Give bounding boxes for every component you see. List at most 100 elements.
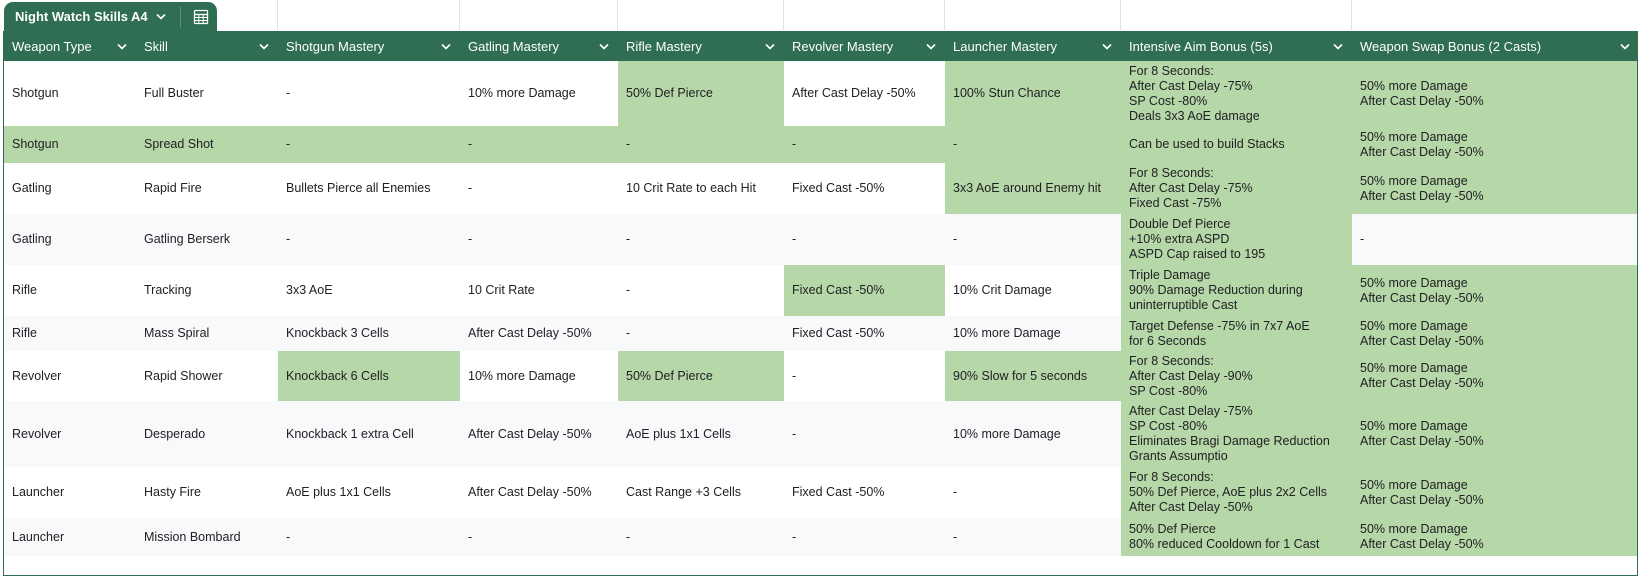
table-cell-revolver-mastery[interactable]: Fixed Cast -50% [784,265,945,316]
table-cell-skill[interactable]: Mass Spiral [136,316,278,351]
table-cell-skill[interactable]: Rapid Fire [136,163,278,214]
table-cell-weapon-swap-bonus-2-casts[interactable]: 50% more Damage After Cast Delay -50% [1352,401,1637,467]
table-cell-rifle-mastery[interactable]: AoE plus 1x1 Cells [618,401,784,467]
table-cell-weapon-type[interactable]: Gatling [4,214,136,265]
table-cell-gatling-mastery[interactable]: - [460,214,618,265]
table-cell-launcher-mastery[interactable]: 100% Stun Chance [945,61,1121,126]
table-cell-gatling-mastery[interactable]: - [460,163,618,214]
table-cell-weapon-swap-bonus-2-casts[interactable]: 50% more Damage After Cast Delay -50% [1352,126,1637,163]
table-cell-intensive-aim-bonus-5s[interactable]: After Cast Delay -75% SP Cost -80% Elimina… [1121,401,1352,467]
table-cell-gatling-mastery[interactable]: After Cast Delay -50% [460,467,618,518]
table-cell-gatling-mastery[interactable]: - [460,126,618,163]
column-header-weapon-swap-bonus-2-casts[interactable]: Weapon Swap Bonus (2 Casts) [1352,32,1637,61]
table-cell-revolver-mastery[interactable]: After Cast Delay -50% [784,61,945,126]
sheet-tab[interactable]: Night Watch Skills A4 [4,2,217,31]
table-cell-intensive-aim-bonus-5s[interactable]: Target Defense -75% in 7x7 AoE for 6 Seco… [1121,316,1352,351]
table-cell-gatling-mastery[interactable]: 10 Crit Rate [460,265,618,316]
table-cell-rifle-mastery[interactable]: - [618,518,784,556]
table-cell-weapon-type[interactable]: Rifle [4,265,136,316]
sheet-tab-name[interactable]: Night Watch Skills A4 [15,9,148,24]
table-cell-rifle-mastery[interactable]: - [618,214,784,265]
table-cell-skill[interactable]: Tracking [136,265,278,316]
column-header-intensive-aim-bonus-5s[interactable]: Intensive Aim Bonus (5s) [1121,32,1352,61]
table-cell-weapon-type[interactable]: Shotgun [4,61,136,126]
chevron-down-icon[interactable] [926,43,936,51]
table-cell-launcher-mastery[interactable]: 10% Crit Damage [945,265,1121,316]
table-cell-skill[interactable]: Rapid Shower [136,351,278,401]
table-cell-shotgun-mastery[interactable]: - [278,214,460,265]
table-cell-intensive-aim-bonus-5s[interactable]: Triple Damage 90% Damage Reduction during… [1121,265,1352,316]
table-cell-gatling-mastery[interactable]: 10% more Damage [460,351,618,401]
table-cell-rifle-mastery[interactable]: - [618,316,784,351]
table-cell-revolver-mastery[interactable]: - [784,518,945,556]
chevron-down-icon[interactable] [117,43,127,51]
column-header-skill[interactable]: Skill [136,32,278,61]
chevron-down-icon[interactable] [1620,43,1630,51]
table-cell-revolver-mastery[interactable]: - [784,401,945,467]
chevron-down-icon[interactable] [156,13,166,21]
table-cell-weapon-type[interactable]: Rifle [4,316,136,351]
table-cell-weapon-swap-bonus-2-casts[interactable]: 50% more Damage After Cast Delay -50% [1352,61,1637,126]
table-cell-launcher-mastery[interactable]: 3x3 AoE around Enemy hit [945,163,1121,214]
table-cell-weapon-swap-bonus-2-casts[interactable]: 50% more Damage After Cast Delay -50% [1352,265,1637,316]
table-calculator-icon[interactable] [193,9,209,25]
table-cell-intensive-aim-bonus-5s[interactable]: Double Def Pierce +10% extra ASPD ASPD Cap… [1121,214,1352,265]
chevron-down-icon[interactable] [1333,43,1343,51]
table-cell-launcher-mastery[interactable]: 90% Slow for 5 seconds [945,351,1121,401]
table-cell-weapon-swap-bonus-2-casts[interactable]: 50% more Damage After Cast Delay -50% [1352,316,1637,351]
table-cell-gatling-mastery[interactable]: - [460,518,618,556]
table-cell-revolver-mastery[interactable]: Fixed Cast -50% [784,467,945,518]
table-cell-shotgun-mastery[interactable]: Knockback 1 extra Cell [278,401,460,467]
table-cell-weapon-swap-bonus-2-casts[interactable]: 50% more Damage After Cast Delay -50% [1352,163,1637,214]
column-header-weapon-type[interactable]: Weapon Type [4,32,136,61]
column-header-shotgun-mastery[interactable]: Shotgun Mastery [278,32,460,61]
chevron-down-icon[interactable] [259,43,269,51]
table-cell-shotgun-mastery[interactable]: - [278,518,460,556]
table-cell-weapon-swap-bonus-2-casts[interactable]: - [1352,214,1637,265]
table-cell-revolver-mastery[interactable]: - [784,351,945,401]
chevron-down-icon[interactable] [765,43,775,51]
table-cell-launcher-mastery[interactable]: 10% more Damage [945,401,1121,467]
table-cell-skill[interactable]: Full Buster [136,61,278,126]
table-cell-skill[interactable]: Spread Shot [136,126,278,163]
table-cell-weapon-swap-bonus-2-casts[interactable]: 50% more Damage After Cast Delay -50% [1352,351,1637,401]
table-cell-rifle-mastery[interactable]: 50% Def Pierce [618,351,784,401]
table-cell-weapon-type[interactable]: Launcher [4,518,136,556]
table-cell-intensive-aim-bonus-5s[interactable]: Can be used to build Stacks [1121,126,1352,163]
table-cell-launcher-mastery[interactable]: 10% more Damage [945,316,1121,351]
table-cell-skill[interactable]: Mission Bombard [136,518,278,556]
table-cell-weapon-type[interactable]: Gatling [4,163,136,214]
table-cell-shotgun-mastery[interactable]: Knockback 6 Cells [278,351,460,401]
table-cell-launcher-mastery[interactable]: - [945,518,1121,556]
table-cell-weapon-type[interactable]: Launcher [4,467,136,518]
table-cell-skill[interactable]: Gatling Berserk [136,214,278,265]
table-cell-intensive-aim-bonus-5s[interactable]: For 8 Seconds: 50% Def Pierce, AoE plus 2… [1121,467,1352,518]
column-header-rifle-mastery[interactable]: Rifle Mastery [618,32,784,61]
table-cell-shotgun-mastery[interactable]: - [278,126,460,163]
column-header-revolver-mastery[interactable]: Revolver Mastery [784,32,945,61]
table-cell-rifle-mastery[interactable]: Cast Range +3 Cells [618,467,784,518]
chevron-down-icon[interactable] [441,43,451,51]
table-cell-shotgun-mastery[interactable]: 3x3 AoE [278,265,460,316]
table-cell-gatling-mastery[interactable]: 10% more Damage [460,61,618,126]
table-cell-launcher-mastery[interactable]: - [945,467,1121,518]
table-cell-weapon-type[interactable]: Shotgun [4,126,136,163]
table-cell-intensive-aim-bonus-5s[interactable]: For 8 Seconds: After Cast Delay -75% Fixed… [1121,163,1352,214]
table-cell-revolver-mastery[interactable]: - [784,214,945,265]
table-cell-revolver-mastery[interactable]: Fixed Cast -50% [784,163,945,214]
table-cell-intensive-aim-bonus-5s[interactable]: For 8 Seconds: After Cast Delay -90% SP Co… [1121,351,1352,401]
table-cell-launcher-mastery[interactable]: - [945,126,1121,163]
table-cell-gatling-mastery[interactable]: After Cast Delay -50% [460,401,618,467]
table-cell-shotgun-mastery[interactable]: Knockback 3 Cells [278,316,460,351]
table-cell-intensive-aim-bonus-5s[interactable]: For 8 Seconds: After Cast Delay -75% SP Co… [1121,61,1352,126]
table-cell-weapon-type[interactable]: Revolver [4,401,136,467]
chevron-down-icon[interactable] [1102,43,1112,51]
table-cell-skill[interactable]: Hasty Fire [136,467,278,518]
table-cell-intensive-aim-bonus-5s[interactable]: 50% Def Pierce 80% reduced Cooldown for 1… [1121,518,1352,556]
table-cell-rifle-mastery[interactable]: - [618,126,784,163]
table-cell-launcher-mastery[interactable]: - [945,214,1121,265]
table-cell-weapon-type[interactable]: Revolver [4,351,136,401]
table-cell-shotgun-mastery[interactable]: AoE plus 1x1 Cells [278,467,460,518]
table-cell-shotgun-mastery[interactable]: - [278,61,460,126]
table-cell-weapon-swap-bonus-2-casts[interactable]: 50% more Damage After Cast Delay -50% [1352,518,1637,556]
